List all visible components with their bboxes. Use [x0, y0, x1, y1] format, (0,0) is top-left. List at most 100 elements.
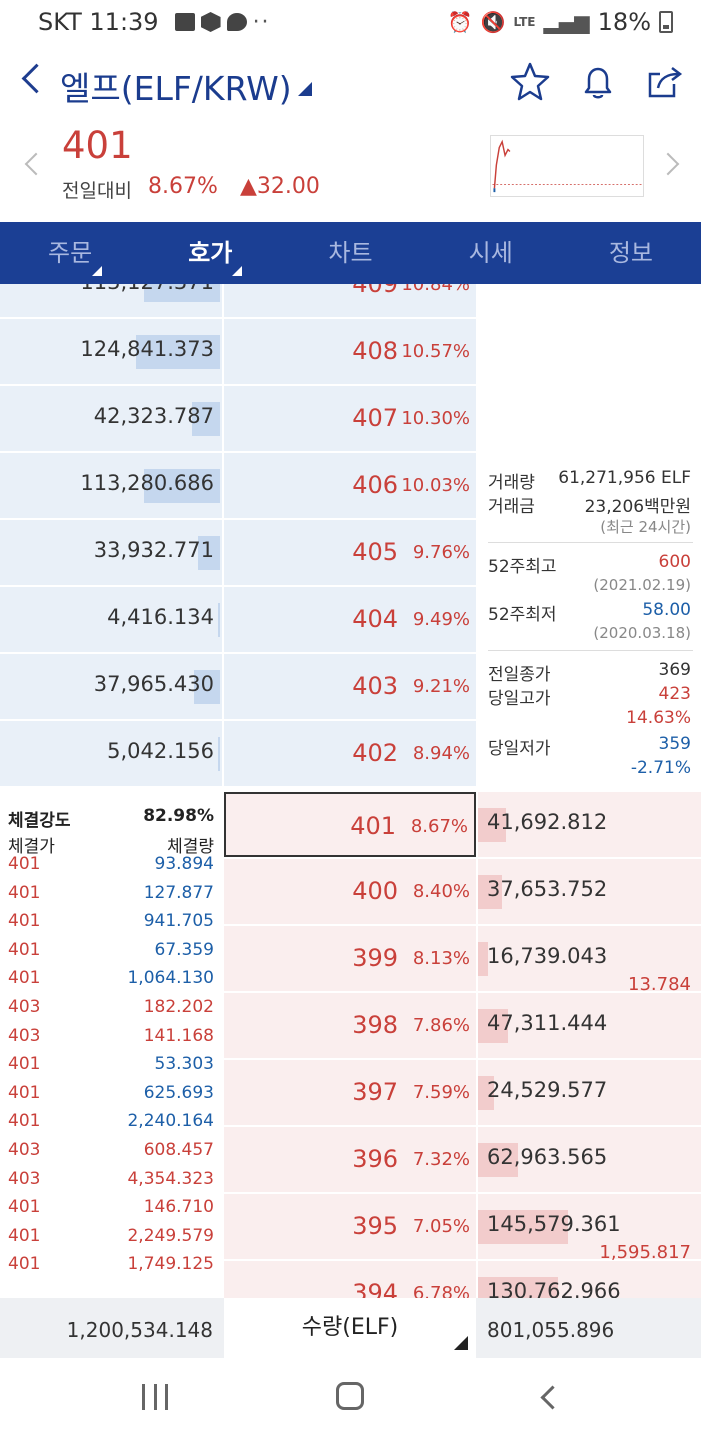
bid-rate: 8.67%: [410, 816, 468, 837]
tab-orderbook-caret-icon: [232, 266, 243, 276]
trade-price: 401: [8, 1254, 41, 1275]
bell-icon[interactable]: [576, 60, 620, 104]
ask-row[interactable]: 4,416.134 404 9.49%: [0, 587, 701, 654]
bid-qty-cell: 24,529.577: [478, 1060, 701, 1125]
trade-row: 401 2,249.579: [8, 1226, 214, 1254]
change-label: 전일대비: [62, 180, 132, 202]
low52-date: (2020.03.18): [593, 624, 691, 642]
ask-row[interactable]: 113,280.686 406 10.03%: [0, 453, 701, 520]
bid-price: 396: [352, 1145, 398, 1173]
bid-row[interactable]: 399 8.13% 16,739.043 13.784: [0, 926, 701, 995]
ask-rate: 9.49%: [412, 609, 470, 630]
bid-price: 400: [352, 877, 398, 905]
bid-qty-bar: [478, 875, 502, 909]
ask-row[interactable]: 124,841.373 408 10.57%: [0, 319, 701, 386]
home-icon[interactable]: [336, 1382, 364, 1410]
bid-qty-bar: [478, 1143, 518, 1177]
ask-price-cell[interactable]: 408 10.57%: [224, 319, 476, 384]
lte-icon: LTE: [513, 15, 536, 29]
tab-chart[interactable]: 차트: [280, 222, 420, 284]
bid-qty: 145,579.361: [487, 1212, 621, 1236]
bid-price-cell[interactable]: 394 6.78%: [224, 1261, 476, 1298]
bid-row[interactable]: 397 7.59% 24,529.577: [0, 1060, 701, 1127]
ask-price-cell[interactable]: 409 10.84%: [224, 284, 476, 317]
mini-price-chart[interactable]: [490, 135, 644, 197]
ask-qty-cell: 37,965.430: [0, 654, 222, 719]
trade-qty: 127.877: [143, 882, 214, 903]
bid-row[interactable]: 394 6.78% 130,762.966: [0, 1261, 701, 1298]
unit-caret-icon[interactable]: [454, 1336, 468, 1350]
bid-price-cell[interactable]: 400 8.40%: [224, 859, 476, 924]
bid-price-cell[interactable]: 398 7.86%: [224, 993, 476, 1058]
volume-label: 거래량: [488, 473, 535, 493]
unit-selector[interactable]: 수량(ELF): [224, 1298, 476, 1358]
tab-order[interactable]: 주문: [0, 222, 140, 284]
recent-apps-icon[interactable]: [142, 1384, 168, 1410]
bid-row[interactable]: 398 7.86% 47,311.444: [0, 993, 701, 1060]
share-icon[interactable]: [644, 60, 688, 104]
ask-row[interactable]: 33,932.771 405 9.76%: [0, 520, 701, 587]
trade-qty: 53.303: [154, 1054, 214, 1075]
app-header: 엘프(ELF/KRW): [0, 48, 701, 118]
bid-qty: 16,739.043: [487, 944, 608, 968]
trade-row: 401 53.303: [8, 1054, 214, 1082]
bid-pending-qty: 1,595.817: [599, 1242, 691, 1263]
tab-trades[interactable]: 시세: [421, 222, 561, 284]
bid-qty-bar: [478, 942, 488, 976]
back-icon[interactable]: [18, 60, 48, 100]
market-title[interactable]: 엘프(ELF/KRW): [60, 69, 292, 108]
bid-price-cell[interactable]: 401 8.67%: [224, 792, 476, 857]
ask-row[interactable]: 42,323.787 407 10.30%: [0, 386, 701, 453]
tab-orderbook[interactable]: 호가: [140, 222, 280, 284]
ask-price-cell[interactable]: 406 10.03%: [224, 453, 476, 518]
bid-rate: 8.13%: [412, 948, 470, 969]
low52-value: 58.00: [642, 600, 691, 620]
trade-price: 403: [8, 1025, 41, 1046]
ask-price: 402: [352, 739, 398, 767]
next-coin-icon[interactable]: [660, 150, 680, 180]
trade-price: 401: [8, 854, 41, 874]
bid-row[interactable]: 395 7.05% 145,579.361 1,595.817: [0, 1194, 701, 1263]
ask-price: 404: [352, 605, 398, 633]
ask-price-cell[interactable]: 403 9.21%: [224, 654, 476, 719]
trade-row: 403 182.202: [8, 997, 214, 1025]
ask-qty: 33,932.771: [93, 538, 214, 562]
ask-price-cell[interactable]: 407 10.30%: [224, 386, 476, 451]
bid-price-cell[interactable]: 396 7.32%: [224, 1127, 476, 1192]
bid-row-current[interactable]: 401 8.67% 41,692.812: [0, 792, 701, 859]
ask-price-cell[interactable]: 402 8.94%: [224, 721, 476, 786]
ask-rate: 9.76%: [412, 542, 470, 563]
bid-qty-cell: 47,311.444: [478, 993, 701, 1058]
bid-qty-cell: 16,739.043 13.784: [478, 926, 701, 995]
prev-coin-icon[interactable]: [22, 150, 42, 180]
ask-qty-cell: 124,841.373: [0, 319, 222, 384]
nav-back-icon[interactable]: [538, 1384, 558, 1410]
volume-value: 61,271,956 ELF: [558, 468, 691, 488]
carrier-time: SKT 11:39: [38, 8, 159, 36]
tab-orderbook-label: 호가: [188, 239, 233, 267]
ask-row[interactable]: 37,965.430 403 9.21%: [0, 654, 701, 721]
market-dropdown-icon[interactable]: [298, 82, 312, 96]
bid-price-cell[interactable]: 399 8.13%: [224, 926, 476, 991]
trade-qty: 141.168: [143, 1025, 214, 1046]
bid-price-cell[interactable]: 397 7.59%: [224, 1060, 476, 1125]
trade-price: 401: [8, 911, 41, 932]
bid-row[interactable]: 396 7.32% 62,963.565: [0, 1127, 701, 1194]
trade-price: 401: [8, 1197, 41, 1218]
strength-label: 체결강도: [8, 811, 71, 831]
trade-price: 403: [8, 1168, 41, 1189]
trade-row: 401 93.894: [8, 854, 214, 882]
ask-price-cell[interactable]: 405 9.76%: [224, 520, 476, 585]
bid-price-cell[interactable]: 395 7.05%: [224, 1194, 476, 1259]
ask-price-cell[interactable]: 404 9.49%: [224, 587, 476, 652]
tab-info[interactable]: 정보: [561, 222, 701, 284]
bid-row[interactable]: 400 8.40% 37,653.752: [0, 859, 701, 926]
alarm-icon: ⏰: [447, 10, 473, 34]
ask-row[interactable]: 5,042.156 402 8.94%: [0, 721, 701, 788]
ask-price: 405: [352, 538, 398, 566]
star-icon[interactable]: [508, 60, 552, 104]
day-high-value: 423: [658, 684, 691, 704]
bid-price: 395: [352, 1212, 398, 1240]
bid-rate: 7.32%: [412, 1149, 470, 1170]
